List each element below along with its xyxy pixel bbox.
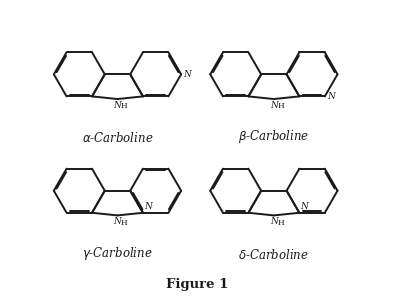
Text: H: H (277, 219, 284, 227)
Text: N: N (113, 217, 121, 226)
Text: $\alpha$-Carboline: $\alpha$-Carboline (82, 132, 153, 145)
Text: H: H (121, 102, 128, 110)
Text: Figure 1: Figure 1 (166, 278, 229, 291)
Text: $\gamma$-Carboline: $\gamma$-Carboline (82, 245, 153, 262)
Text: N: N (327, 92, 335, 101)
Text: N: N (183, 70, 191, 79)
Text: N: N (270, 217, 278, 226)
Text: $\delta$-Carboline: $\delta$-Carboline (239, 248, 309, 262)
Text: H: H (121, 219, 128, 227)
Text: $\beta$-Carboline: $\beta$-Carboline (238, 129, 309, 145)
Text: N: N (270, 101, 278, 110)
Text: N: N (144, 203, 152, 212)
Text: H: H (277, 102, 284, 110)
Text: N: N (113, 101, 121, 110)
Text: N: N (301, 203, 308, 212)
